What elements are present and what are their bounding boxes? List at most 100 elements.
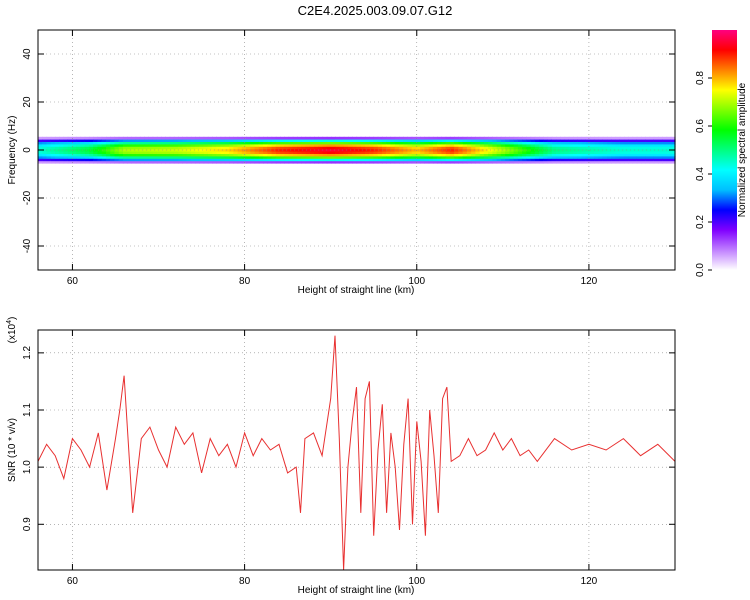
spectrogram-cell: [233, 146, 239, 150]
spectrogram-cell: [666, 146, 672, 150]
spectrogram-cell: [156, 151, 162, 154]
spectrogram-cell: [131, 146, 137, 150]
spectrogram-cell: [624, 153, 629, 157]
spectrogram-cell: [237, 153, 243, 157]
spectrogram-cell: [76, 144, 82, 147]
spectrogram-cell: [369, 139, 375, 142]
spectrogram-cell: [71, 153, 77, 157]
spectrogram-cell: [670, 136, 676, 140]
spectrogram-cell: [505, 160, 510, 164]
spectrogram-cell: [233, 151, 239, 154]
spectrogram-cell: [195, 160, 200, 164]
spectrogram-cell: [97, 156, 103, 159]
spectrogram-cell: [110, 153, 116, 157]
spectrogram-cell: [271, 139, 277, 142]
spectrogram-cell: [280, 153, 285, 157]
spectrogram-cell: [560, 151, 566, 154]
spectrogram-cell: [360, 160, 366, 164]
spectrogram-cell: [84, 160, 90, 164]
spectrogram-cell: [318, 153, 324, 157]
spectrogram-cell: [127, 153, 133, 157]
spectrogram-cell: [271, 158, 277, 162]
spectrogram-cell: [505, 158, 510, 162]
spectrogram-cell: [445, 158, 451, 162]
spectrogram-cell: [250, 156, 256, 159]
spectrogram-cell: [135, 153, 141, 157]
spectrogram-cell: [492, 146, 498, 150]
spectrogram-cell: [127, 156, 133, 159]
spectrogram-cell: [381, 144, 387, 147]
spectrogram-cell: [182, 139, 188, 142]
spectrogram-cell: [441, 148, 447, 152]
spectrogram-cell: [522, 136, 527, 140]
spectrogram-cell: [398, 144, 404, 147]
spectrogram-cell: [483, 136, 489, 140]
spectrogram-cell: [105, 156, 111, 159]
spectrogram-cell: [165, 151, 171, 154]
spectrogram-cell: [135, 160, 141, 164]
spectrogram-cell: [114, 160, 120, 164]
spectrogram-cell: [445, 156, 451, 159]
spectrogram-cell: [462, 136, 468, 140]
spectrogram-cell: [318, 139, 324, 142]
spectrogram-cell: [135, 139, 141, 142]
spectrogram-cell: [110, 160, 116, 164]
spectrogram-cell: [390, 153, 396, 157]
spectrogram-cell: [97, 139, 103, 142]
spectrogram-cell: [224, 148, 230, 152]
spectrogram-cell: [653, 160, 659, 164]
spectrogram-cell: [284, 141, 290, 145]
spectrogram-cell: [275, 146, 281, 150]
spectrogram-cell: [97, 158, 103, 162]
spectrogram-cell: [314, 139, 319, 142]
spectrogram-cell: [624, 136, 629, 140]
spectrogram-cell: [331, 156, 336, 159]
spectrogram-cell: [636, 151, 642, 154]
spectrogram-cell: [479, 160, 485, 164]
spectrogram-cell: [237, 136, 243, 140]
spectrogram-cell: [381, 148, 387, 152]
spectrogram-cell: [360, 136, 366, 140]
spectrogram-x-tick-label: 100: [408, 276, 425, 287]
spectrogram-cell: [517, 136, 523, 140]
spectrogram-cell: [403, 156, 409, 159]
spectrogram-cell: [398, 148, 404, 152]
spectrogram-cell: [556, 144, 561, 147]
spectrogram-cell: [607, 148, 612, 152]
spectrogram-cell: [632, 151, 638, 154]
spectrogram-cell: [301, 141, 307, 145]
spectrogram-cell: [152, 156, 158, 159]
spectrogram-cell: [301, 136, 307, 140]
spectrogram-cell: [641, 156, 646, 159]
spectrogram-cell: [377, 153, 383, 157]
spectrogram-cell: [38, 158, 43, 162]
spectrogram-cell: [67, 136, 73, 140]
spectrogram-cell: [492, 153, 498, 157]
spectrogram-cell: [339, 139, 345, 142]
spectrogram-cell: [165, 156, 171, 159]
spectrogram-cell: [190, 136, 196, 140]
spectrogram-cell: [564, 141, 570, 145]
spectrogram-cell: [203, 141, 209, 145]
spectrogram-cell: [632, 139, 638, 142]
spectrogram-cell: [411, 158, 417, 162]
spectrogram-cell: [314, 156, 319, 159]
spectrogram-cell: [101, 148, 107, 152]
spectrogram-cell: [653, 139, 659, 142]
spectrogram-cell: [526, 139, 532, 142]
spectrogram-cell: [649, 158, 655, 162]
spectrogram-cell: [348, 151, 353, 154]
spectrogram-cell: [258, 146, 264, 150]
spectrogram-cell: [275, 141, 281, 145]
spectrogram-cell: [63, 151, 69, 154]
spectrogram-cell: [632, 160, 638, 164]
spectrogram-cell: [411, 153, 417, 157]
spectrogram-cell: [71, 151, 77, 154]
spectrogram-cell: [199, 139, 205, 142]
spectrogram-cell: [483, 144, 489, 147]
spectrogram-cell: [131, 144, 137, 147]
spectrogram-cell: [568, 141, 574, 145]
spectrogram-cell: [530, 156, 536, 159]
spectrogram-cell: [284, 151, 290, 154]
spectrogram-cell: [199, 151, 205, 154]
